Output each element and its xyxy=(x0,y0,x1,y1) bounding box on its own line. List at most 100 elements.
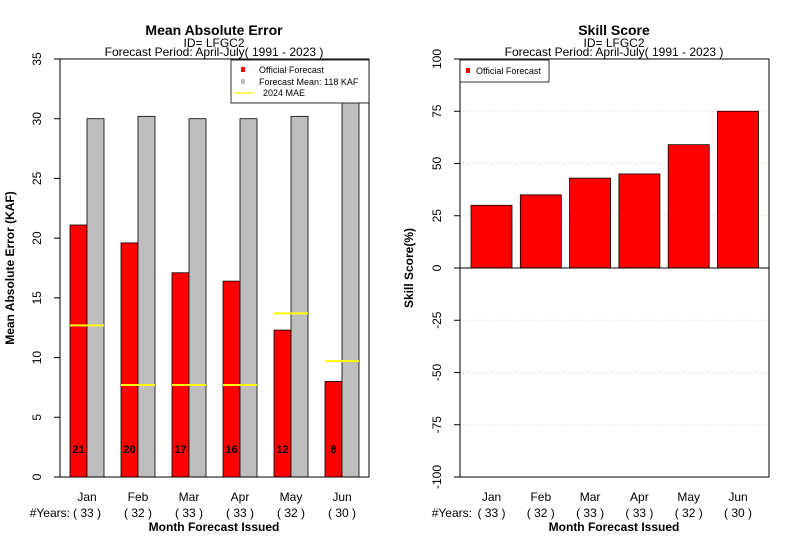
skill-x-tick-label: Feb xyxy=(530,490,551,504)
skill-y-axis-label: Skill Score(%) xyxy=(402,228,416,308)
skill-x-tick-label: Jan xyxy=(482,490,501,504)
mae-x-tick-label: Apr xyxy=(231,490,250,504)
mae-2024-lines xyxy=(70,312,359,387)
mae-bar-label: 17 xyxy=(174,444,186,456)
mae-bar-official xyxy=(324,381,343,478)
mae-bar-label: 21 xyxy=(72,444,84,456)
mae-bar-mean xyxy=(188,118,207,478)
skill-title: Skill Score xyxy=(578,22,650,38)
mae-y-axis-label: Mean Absolute Error (KAF) xyxy=(3,191,17,345)
skill-bar xyxy=(667,144,710,269)
mae-y-tick-label: 25 xyxy=(30,171,44,185)
skill-x-tick-labels: Jan Feb Mar Apr May Jun xyxy=(482,490,748,504)
skill-x-axis-label: Month Forecast Issued xyxy=(549,520,680,534)
skill-y-ticks: -100 -75 -50 -25 0 25 50 75 100 xyxy=(430,49,460,489)
skill-y-tick-label: 25 xyxy=(430,209,444,223)
skill-y-tick-label: 0 xyxy=(430,264,444,271)
mae-bar-mean xyxy=(86,118,105,478)
skill-year-count: ( 32 ) xyxy=(527,506,555,520)
skill-y-tick-label: 75 xyxy=(430,104,444,118)
skill-legend-box xyxy=(459,59,550,83)
mae-y-tick-label: 0 xyxy=(30,473,44,480)
mae-bar-mean xyxy=(137,115,156,478)
skill-y-tick-label: -100 xyxy=(430,465,444,489)
mae-x-tick-label: Mar xyxy=(179,490,200,504)
mae-title: Mean Absolute Error xyxy=(145,22,283,38)
mae-bar-official xyxy=(120,242,139,478)
mae-bar-mean xyxy=(341,100,360,478)
mae-year-count: ( 30 ) xyxy=(328,506,356,520)
mae-chart: Mean Absolute Error ID= LFGC2 Forecast P… xyxy=(3,22,370,534)
mae-years-label: #Years: xyxy=(30,506,70,520)
mae-y-tick-label: 10 xyxy=(30,351,44,365)
mae-y-tick-label: 5 xyxy=(30,414,44,421)
mae-x-tick-label: May xyxy=(280,490,303,504)
mae-legend-swatch-official xyxy=(241,67,245,72)
skill-year-count: ( 33 ) xyxy=(625,506,653,520)
skill-legend-official: Official Forecast xyxy=(476,66,541,76)
mae-subtitle-id: ID= LFGC2 xyxy=(183,36,244,50)
mae-year-count: ( 33 ) xyxy=(73,506,101,520)
mae-plot-frame xyxy=(59,58,370,478)
mae-x-tick-label: Feb xyxy=(128,490,149,504)
mae-y-tick-label: 35 xyxy=(30,52,44,66)
skill-bar xyxy=(717,110,759,269)
skill-bar xyxy=(470,204,513,269)
mae-year-count: ( 33 ) xyxy=(175,506,203,520)
skill-subtitle-id: ID= LFGC2 xyxy=(583,36,644,50)
mae-bar-mean xyxy=(290,115,309,478)
skill-bar xyxy=(569,177,611,269)
mae-legend-2024: 2024 MAE xyxy=(263,88,305,98)
mae-legend: Official Forecast Forecast Mean: 118 KAF… xyxy=(230,59,370,104)
skill-x-tick-label: Mar xyxy=(580,490,601,504)
skill-y-tick-label: -75 xyxy=(430,416,444,434)
skill-year-count: ( 33 ) xyxy=(477,506,505,520)
mae-legend-box xyxy=(230,59,370,104)
mae-bar-labels: 21 20 17 16 12 8 xyxy=(72,444,336,456)
mae-year-count: ( 32 ) xyxy=(277,506,305,520)
mae-legend-mean: Forecast Mean: 118 KAF xyxy=(259,77,359,87)
skill-y-tick-label: 100 xyxy=(430,49,444,69)
mae-y-ticks: 0 5 10 15 20 25 30 35 xyxy=(30,52,60,480)
skill-bars xyxy=(470,110,759,269)
mae-y-tick-label: 15 xyxy=(30,291,44,305)
mae-legend-official: Official Forecast xyxy=(259,65,324,75)
skill-year-count: ( 30 ) xyxy=(724,506,752,520)
mae-bar-label: 16 xyxy=(225,444,237,456)
mae-subtitle-period: Forecast Period: April-July( 1991 - 2023… xyxy=(105,45,324,59)
skill-x-tick-label: May xyxy=(677,490,700,504)
skill-bar xyxy=(618,173,661,269)
skill-y-tick-label: -25 xyxy=(430,311,444,329)
skill-legend-swatch-official xyxy=(466,68,470,73)
skill-chart: Skill Score ID= LFGC2 Forecast Period: A… xyxy=(402,22,770,534)
mae-legend-swatch-mean xyxy=(241,79,245,84)
mae-bar-label: 20 xyxy=(123,444,135,456)
mae-x-axis-label: Month Forecast Issued xyxy=(149,520,280,534)
skill-plot-frame xyxy=(459,58,770,478)
mae-bar-label: 8 xyxy=(330,444,336,456)
skill-year-count: ( 32 ) xyxy=(675,506,703,520)
skill-year-counts: ( 33 ) ( 32 ) ( 33 ) ( 33 ) ( 32 ) ( 30 ) xyxy=(477,506,752,520)
skill-x-tick-label: Jun xyxy=(728,490,747,504)
skill-subtitle-period: Forecast Period: April-July( 1991 - 2023… xyxy=(505,45,724,59)
mae-year-counts: ( 33 ) ( 32 ) ( 33 ) ( 33 ) ( 32 ) ( 30 ) xyxy=(73,506,356,520)
mae-bars xyxy=(69,100,360,478)
skill-legend: Official Forecast xyxy=(459,59,550,83)
skill-x-tick-label: Apr xyxy=(630,490,649,504)
mae-year-count: ( 33 ) xyxy=(226,506,254,520)
mae-x-tick-label: Jun xyxy=(332,490,351,504)
mae-x-tick-labels: Jan Feb Mar Apr May Jun xyxy=(77,490,351,504)
skill-y-tick-label: 50 xyxy=(430,157,444,171)
mae-x-tick-label: Jan xyxy=(77,490,96,504)
mae-bar-label: 12 xyxy=(276,444,288,456)
mae-y-tick-label: 30 xyxy=(30,112,44,126)
mae-year-count: ( 32 ) xyxy=(124,506,152,520)
skill-y-tick-label: -50 xyxy=(430,364,444,382)
mae-y-tick-label: 20 xyxy=(30,231,44,245)
skill-year-count: ( 33 ) xyxy=(576,506,604,520)
skill-years-label: #Years: xyxy=(432,506,472,520)
mae-bar-mean xyxy=(239,118,258,478)
skill-bar xyxy=(519,194,562,269)
mae-bar-official xyxy=(69,224,88,478)
